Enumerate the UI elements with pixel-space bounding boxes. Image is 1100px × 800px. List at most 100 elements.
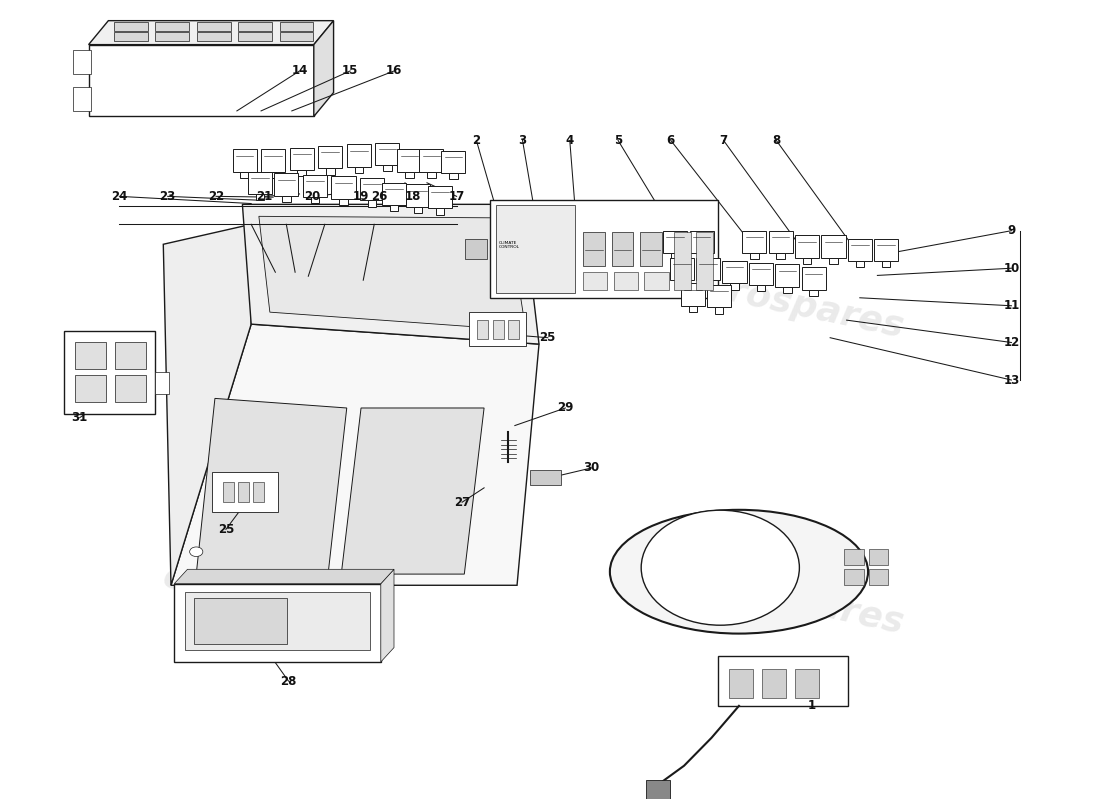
Bar	[405, 171, 414, 178]
Bar	[707, 285, 732, 307]
Bar	[803, 258, 812, 264]
Bar	[689, 306, 697, 312]
Text: eurospares: eurospares	[160, 264, 390, 345]
Bar	[530, 470, 561, 485]
Polygon shape	[196, 398, 346, 574]
Polygon shape	[170, 324, 539, 586]
Bar	[742, 230, 767, 253]
Bar	[848, 238, 872, 261]
Bar	[174, 584, 381, 662]
Text: 11: 11	[1003, 299, 1020, 312]
Polygon shape	[163, 224, 251, 586]
Text: 31: 31	[72, 411, 88, 424]
Bar	[74, 87, 91, 111]
Bar	[155, 22, 189, 31]
Bar	[465, 239, 487, 258]
Bar	[696, 258, 720, 280]
Bar	[496, 205, 575, 293]
Bar	[777, 253, 785, 259]
Text: 22: 22	[208, 190, 224, 203]
Bar	[696, 232, 713, 290]
Text: 2: 2	[472, 134, 481, 147]
Bar	[704, 280, 713, 286]
Bar	[114, 32, 147, 41]
Bar	[65, 330, 154, 414]
Bar	[614, 272, 638, 290]
Bar	[185, 592, 370, 650]
Bar	[436, 208, 444, 214]
Text: eurospares: eurospares	[160, 559, 390, 640]
Bar	[76, 375, 107, 402]
Text: 21: 21	[256, 190, 273, 203]
Bar	[211, 472, 277, 512]
Polygon shape	[89, 21, 333, 45]
Text: 10: 10	[1003, 262, 1020, 274]
Bar	[750, 253, 759, 259]
Bar	[583, 272, 607, 290]
Text: 4: 4	[565, 134, 574, 147]
Bar	[197, 32, 231, 41]
Bar	[757, 285, 766, 291]
Bar	[490, 200, 718, 298]
Bar	[845, 570, 865, 586]
Bar	[326, 169, 334, 174]
Bar	[114, 22, 147, 31]
Circle shape	[189, 547, 202, 557]
Bar	[310, 197, 319, 203]
Bar	[261, 150, 285, 171]
Bar	[762, 669, 786, 698]
Bar	[232, 150, 256, 171]
Bar	[248, 171, 272, 194]
Text: 7: 7	[719, 134, 727, 147]
Bar	[729, 669, 754, 698]
Text: 12: 12	[1003, 336, 1020, 349]
Bar	[241, 171, 249, 178]
Bar	[718, 656, 848, 706]
Text: 18: 18	[405, 190, 421, 203]
Bar	[279, 32, 313, 41]
Bar	[783, 286, 792, 293]
Bar	[583, 232, 605, 266]
Bar	[493, 320, 504, 339]
Bar	[74, 50, 91, 74]
Bar	[469, 312, 526, 346]
Bar	[427, 171, 436, 178]
Bar	[477, 320, 488, 339]
Bar	[339, 198, 348, 205]
Bar	[114, 342, 145, 369]
Bar	[331, 176, 355, 198]
Bar	[671, 253, 680, 259]
Bar	[869, 570, 889, 586]
Bar	[428, 186, 452, 208]
Bar	[289, 148, 314, 170]
Text: 24: 24	[111, 190, 128, 203]
Polygon shape	[381, 570, 394, 662]
Bar	[449, 173, 458, 179]
Bar	[776, 264, 800, 286]
Bar	[856, 261, 864, 267]
Bar	[274, 173, 298, 195]
Bar	[383, 166, 392, 171]
Polygon shape	[174, 570, 394, 584]
Text: 5: 5	[614, 134, 623, 147]
Text: 23: 23	[160, 190, 176, 203]
Bar	[697, 253, 706, 259]
Ellipse shape	[609, 510, 868, 634]
Polygon shape	[314, 21, 333, 117]
Text: CLIMATE
CONTROL: CLIMATE CONTROL	[498, 241, 519, 250]
Text: 25: 25	[218, 523, 234, 536]
Bar	[389, 205, 398, 211]
Text: 27: 27	[454, 496, 470, 509]
Bar	[318, 146, 342, 169]
Bar	[360, 178, 384, 200]
Bar	[715, 307, 724, 314]
Polygon shape	[89, 45, 313, 117]
Text: 20: 20	[305, 190, 321, 203]
Bar	[194, 598, 287, 644]
Polygon shape	[341, 408, 484, 574]
Bar	[114, 375, 145, 402]
Bar	[640, 232, 662, 266]
Circle shape	[641, 510, 800, 626]
Bar	[663, 230, 688, 253]
Bar	[670, 258, 694, 280]
